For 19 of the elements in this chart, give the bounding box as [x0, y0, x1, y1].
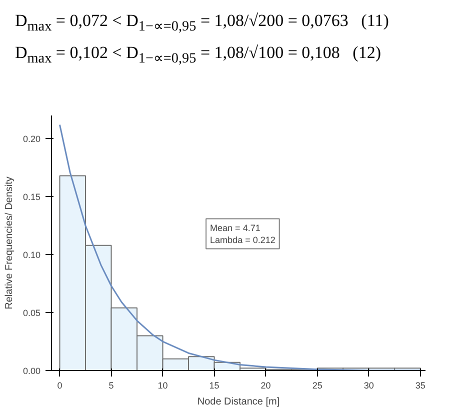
x-tick-label: 0: [57, 380, 62, 390]
annotation: Lambda = 0.212: [210, 234, 276, 245]
y-tick-label: 0.05: [22, 308, 41, 318]
y-tick-label: 0.15: [22, 192, 41, 202]
x-tick-label: 5: [108, 380, 114, 390]
x-tick-label: 35: [415, 380, 426, 390]
y-tick-label: 0.20: [22, 134, 41, 144]
x-tick-label: 25: [312, 380, 322, 390]
x-tick-label: 20: [260, 380, 271, 390]
text: D$_{max}$ = 0,072 < D$_{1−∝=0,95}$ = 1,08/√200 = 0,0763 (11): [15, 10, 389, 36]
x-tick-label: 10: [158, 380, 168, 390]
text: D$_{max}$ = 0,102 < D$_{1−∝=0,95}$ = 1,08/√100 = 0,108 (12): [15, 42, 382, 68]
annotation: Mean = 4.71: [210, 222, 260, 233]
y-axis-title: Relative Frequencies/ Density: [4, 176, 15, 310]
x-tick-label: 15: [209, 380, 220, 390]
y-tick-label: 0.10: [22, 250, 41, 260]
x-tick-label: 30: [364, 380, 374, 390]
x-axis-title: Node Distance [m]: [197, 396, 280, 408]
y-tick-label: 0.00: [22, 366, 41, 376]
